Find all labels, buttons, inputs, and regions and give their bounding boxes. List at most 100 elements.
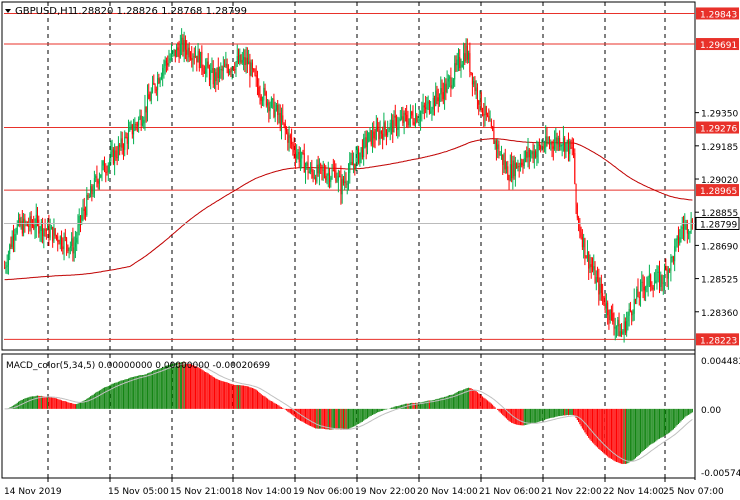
candle-body	[427, 101, 429, 104]
candle-body	[177, 47, 179, 51]
candle-body	[511, 164, 513, 179]
candle-body	[411, 111, 413, 116]
candle-body	[244, 57, 246, 65]
candle	[456, 52, 458, 72]
candle-body	[272, 98, 274, 100]
candle-body	[691, 219, 693, 224]
candle	[658, 260, 661, 294]
candle-body	[447, 78, 449, 82]
candle	[47, 220, 49, 231]
candle	[299, 147, 301, 171]
candle-body	[287, 132, 289, 143]
candle	[205, 58, 207, 83]
candle	[61, 230, 63, 252]
candle-body	[492, 126, 494, 131]
candle	[106, 165, 108, 176]
collapse-triangle-icon[interactable]	[5, 9, 11, 13]
candle	[474, 76, 476, 95]
candle-body	[117, 144, 119, 158]
candle-body	[550, 142, 552, 145]
candle	[172, 50, 174, 58]
candle	[326, 173, 328, 185]
candle-body	[301, 152, 303, 159]
candle-body	[236, 56, 238, 63]
candle-body	[480, 92, 482, 111]
candle	[68, 247, 70, 259]
candle	[141, 116, 143, 127]
candle	[605, 293, 607, 319]
candle-body	[350, 162, 352, 164]
candle-body	[331, 170, 333, 178]
candle	[125, 132, 127, 139]
candle	[626, 311, 628, 337]
candle-body	[112, 149, 114, 164]
candle-body	[518, 165, 520, 167]
candle	[50, 224, 52, 230]
x-tick-label: 19 Nov 22:00	[355, 487, 416, 497]
candle	[374, 128, 376, 149]
level-price-tag	[696, 7, 739, 20]
candle	[688, 229, 690, 240]
candle	[669, 268, 671, 273]
candle	[478, 99, 480, 116]
candle	[162, 64, 164, 87]
candle-body	[33, 224, 35, 229]
candle-body	[321, 165, 323, 170]
candle	[642, 274, 644, 299]
price-y-tick-label: 1.28360	[701, 309, 738, 319]
candle	[670, 254, 672, 282]
candle-body	[401, 116, 403, 119]
candle	[320, 162, 322, 174]
candle	[15, 227, 17, 241]
candle	[202, 64, 204, 78]
candle-body	[130, 124, 132, 127]
candle	[87, 192, 89, 200]
candle-body	[31, 224, 33, 226]
candle	[303, 143, 305, 173]
candle	[597, 266, 599, 283]
candle-body	[351, 162, 353, 166]
candle	[297, 149, 299, 160]
candle-body	[571, 147, 573, 149]
candle-body	[599, 284, 601, 295]
candle	[59, 235, 61, 250]
candle	[614, 317, 616, 341]
candle-body	[164, 60, 166, 66]
candle-body	[258, 87, 260, 96]
candle-body	[392, 120, 394, 133]
candle-body	[442, 92, 444, 100]
candle-body	[203, 71, 205, 74]
candle	[524, 150, 526, 163]
candle	[270, 96, 272, 109]
candle-body	[372, 131, 374, 145]
candle	[346, 180, 348, 195]
candle	[114, 143, 116, 176]
candle	[305, 162, 307, 184]
candle-body	[666, 269, 668, 279]
candle	[253, 67, 255, 73]
candle-body	[210, 70, 212, 80]
candle	[16, 220, 18, 235]
candle-body	[49, 229, 51, 238]
candle-body	[168, 60, 170, 66]
candle-body	[430, 111, 432, 113]
candle-body	[473, 81, 475, 85]
candle-body	[517, 165, 519, 169]
candle	[591, 257, 594, 273]
candle	[342, 176, 344, 186]
candle	[446, 70, 448, 94]
candle	[637, 278, 639, 298]
candle-body	[54, 228, 56, 236]
candle	[640, 279, 642, 307]
candle-body	[179, 44, 181, 58]
candle-body	[403, 112, 405, 123]
candle	[594, 261, 596, 284]
candle	[564, 135, 566, 159]
candle-body	[189, 57, 191, 59]
candle-body	[160, 76, 162, 80]
candle-body	[489, 120, 491, 122]
current-price-tag	[695, 216, 740, 230]
candle-body	[409, 111, 411, 119]
candle-body	[97, 180, 99, 184]
candle-body	[243, 57, 245, 60]
